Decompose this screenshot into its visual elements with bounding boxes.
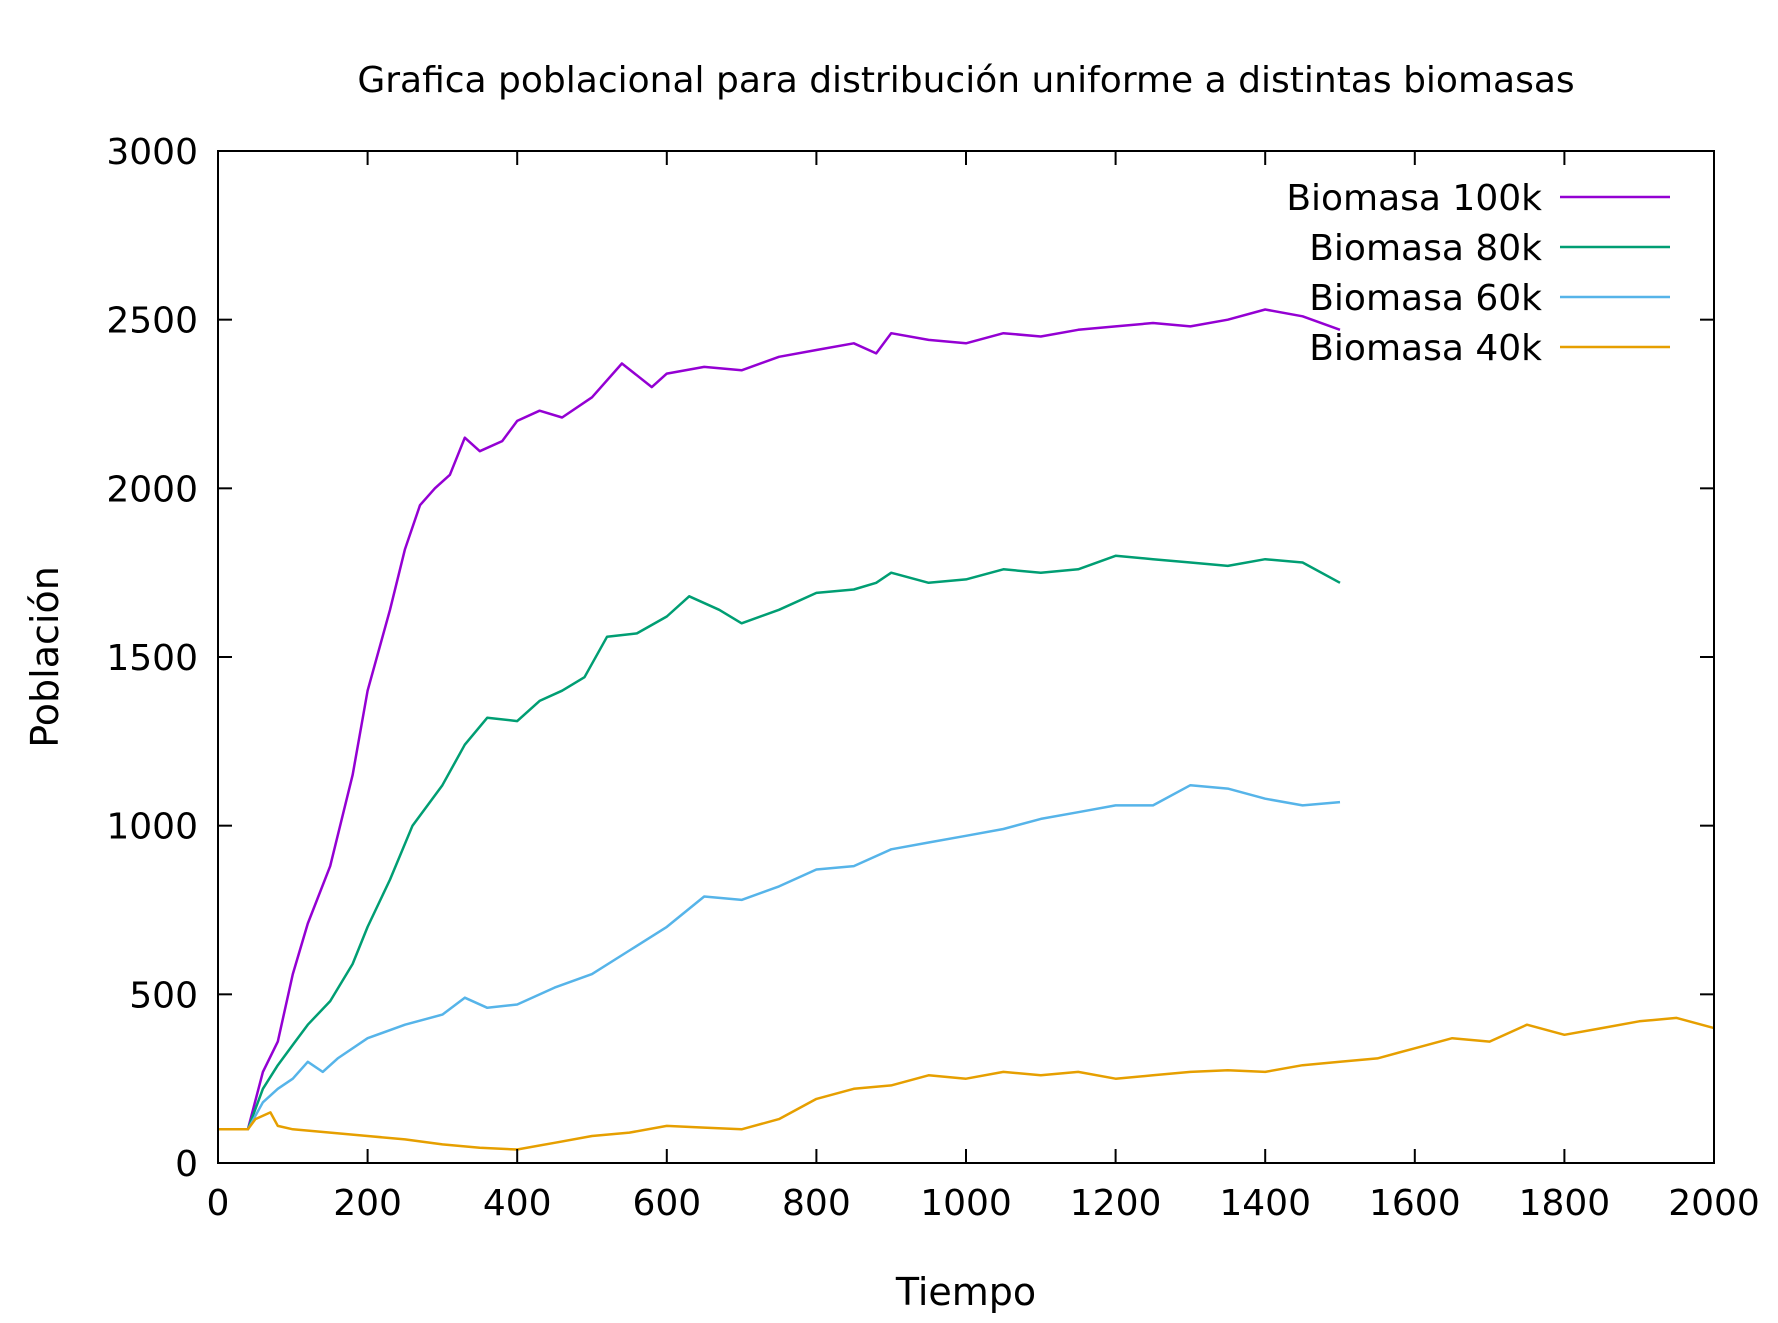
y-tick-label: 2500 — [106, 301, 198, 342]
y-tick-label: 2000 — [106, 469, 198, 510]
series-line-biomasa-40k — [218, 1016, 1715, 1151]
x-tick-label: 1000 — [920, 1183, 1012, 1224]
y-tick-label: 0 — [175, 1144, 198, 1185]
series-line-biomasa-80k — [218, 554, 1341, 1131]
x-tick-label: 600 — [632, 1183, 701, 1224]
x-tick-label: 1400 — [1219, 1183, 1311, 1224]
x-tick-label: 0 — [207, 1183, 230, 1224]
x-tick-label: 400 — [483, 1183, 552, 1224]
series-line-biomasa-100k — [218, 308, 1341, 1131]
ticks-layer: 0 200 400 600 800 1000 1200 1400 1600 1800 2000 0 50… — [106, 132, 1759, 1224]
y-tick-label: 3000 — [106, 132, 198, 173]
x-tick-label: 1200 — [1070, 1183, 1162, 1224]
chart-title: Grafica poblacional para distribución un… — [357, 60, 1574, 101]
y-axis-label: Población — [23, 566, 67, 748]
legend-label-biomasa-40k: Biomasa 40k — [1309, 328, 1542, 369]
series-layer — [218, 308, 1715, 1151]
x-tick-label: 1800 — [1519, 1183, 1611, 1224]
y-tick-label: 1500 — [106, 638, 198, 679]
x-axis-label: Tiempo — [895, 1270, 1036, 1314]
legend-label-biomasa-60k: Biomasa 60k — [1309, 278, 1542, 319]
y-tick-label: 500 — [129, 975, 198, 1016]
x-tick-label: 2000 — [1668, 1183, 1760, 1224]
y-tick-label: 1000 — [106, 807, 198, 848]
legend-label-biomasa-80k: Biomasa 80k — [1309, 228, 1542, 269]
x-tick-label: 1600 — [1369, 1183, 1461, 1224]
legend-label-biomasa-100k: Biomasa 100k — [1286, 178, 1542, 219]
x-tick-label: 800 — [782, 1183, 851, 1224]
legend: Biomasa 100k Biomasa 80k Biomasa 60k Biomas… — [1286, 178, 1670, 369]
series-line-biomasa-60k — [218, 783, 1341, 1131]
x-tick-label: 200 — [333, 1183, 402, 1224]
